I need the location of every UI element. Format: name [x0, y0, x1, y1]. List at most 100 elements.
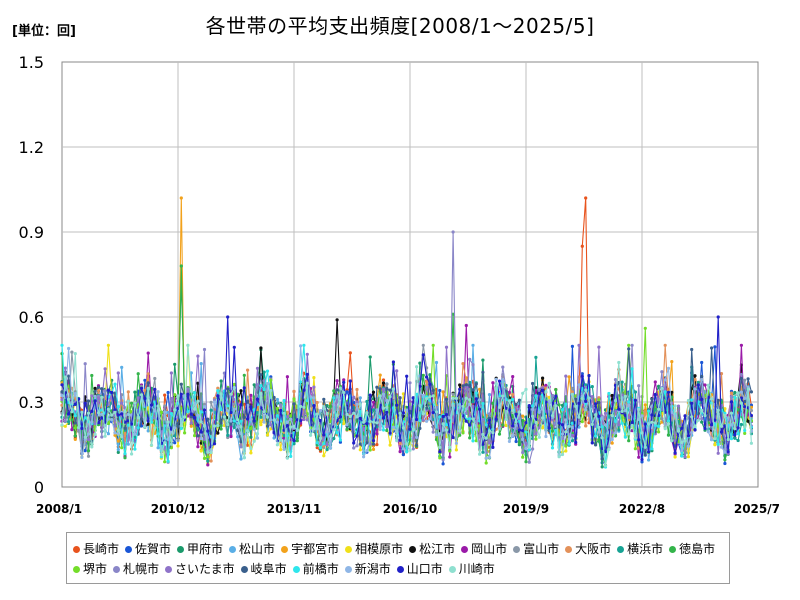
data-point: [405, 450, 409, 454]
data-point: [401, 411, 405, 415]
data-point: [577, 421, 581, 425]
data-point: [517, 410, 522, 414]
data-point: [93, 394, 97, 398]
data-point: [411, 427, 415, 431]
data-point: [471, 388, 475, 392]
legend-item: 宇都宮市: [281, 539, 339, 559]
data-point: [100, 435, 104, 439]
data-point: [487, 412, 492, 416]
data-point: [202, 456, 207, 460]
data-point: [444, 345, 449, 349]
data-point: [643, 326, 647, 330]
data-point: [441, 390, 445, 394]
data-point: [690, 401, 694, 405]
data-point: [481, 450, 485, 454]
data-point: [434, 410, 439, 414]
data-point: [425, 375, 429, 379]
data-point: [627, 415, 631, 420]
data-point: [153, 376, 157, 381]
legend-item: 新潟市: [344, 559, 391, 579]
data-point: [345, 427, 349, 431]
data-point: [285, 420, 289, 424]
data-point: [292, 424, 296, 428]
data-point: [663, 390, 667, 394]
data-point: [209, 408, 213, 412]
data-point: [355, 402, 359, 407]
data-point: [511, 408, 515, 412]
data-point: [461, 362, 465, 366]
data-point: [719, 424, 724, 428]
legend-item: 佐賀市: [125, 539, 171, 559]
data-point: [703, 383, 707, 387]
data-point: [196, 434, 200, 438]
data-point: [371, 400, 376, 404]
legend-item: 大阪市: [565, 539, 611, 559]
data-point: [318, 409, 323, 413]
data-point: [139, 393, 144, 397]
data-point: [676, 429, 681, 433]
data-point: [242, 402, 246, 406]
data-point: [352, 441, 356, 445]
data-point: [444, 428, 449, 432]
data-point: [401, 453, 405, 457]
data-point: [603, 411, 608, 415]
data-point: [653, 392, 657, 397]
data-point: [289, 454, 293, 458]
data-point: [229, 419, 233, 423]
data-point: [554, 388, 558, 392]
data-point: [547, 395, 551, 399]
data-point: [560, 403, 565, 407]
data-point: [600, 465, 604, 469]
data-point: [478, 387, 482, 391]
data-point: [627, 400, 631, 404]
data-point: [332, 436, 336, 441]
data-point: [617, 428, 621, 432]
data-point: [83, 449, 87, 453]
data-point: [421, 393, 425, 397]
data-point: [249, 418, 253, 422]
data-point: [580, 372, 584, 376]
data-point: [216, 431, 220, 435]
data-point: [322, 442, 326, 446]
data-point: [90, 445, 94, 449]
data-point: [481, 417, 485, 422]
data-point: [733, 433, 737, 437]
data-point: [637, 384, 641, 388]
data-point: [371, 439, 376, 443]
data-point: [275, 397, 279, 402]
data-point: [381, 428, 386, 432]
data-point: [693, 428, 697, 432]
data-point: [594, 434, 598, 438]
data-point: [511, 397, 515, 402]
data-point: [169, 371, 173, 375]
data-point: [315, 412, 319, 416]
data-point: [627, 403, 631, 407]
data-point: [156, 432, 160, 436]
data-point: [375, 421, 379, 425]
data-point: [577, 425, 581, 429]
data-point: [700, 374, 704, 378]
data-point: [249, 446, 253, 451]
data-point: [560, 408, 565, 412]
data-point: [514, 439, 518, 444]
data-point: [710, 423, 714, 427]
data-point: [531, 447, 535, 451]
data-point: [130, 422, 134, 426]
data-point: [381, 406, 386, 410]
data-point: [401, 447, 405, 451]
data-point: [80, 426, 84, 430]
legend-label: 宇都宮市: [291, 542, 340, 556]
data-point: [484, 436, 488, 440]
data-point: [653, 380, 657, 384]
data-point: [630, 343, 634, 347]
data-point: [318, 419, 323, 423]
data-point: [405, 442, 409, 446]
data-point: [504, 423, 508, 428]
data-point: [126, 438, 130, 442]
data-point: [560, 452, 565, 457]
data-point: [305, 352, 309, 356]
data-point: [153, 426, 157, 430]
x-tick-label: 2008/1: [36, 502, 82, 516]
data-point: [179, 423, 183, 428]
data-point: [335, 379, 339, 383]
